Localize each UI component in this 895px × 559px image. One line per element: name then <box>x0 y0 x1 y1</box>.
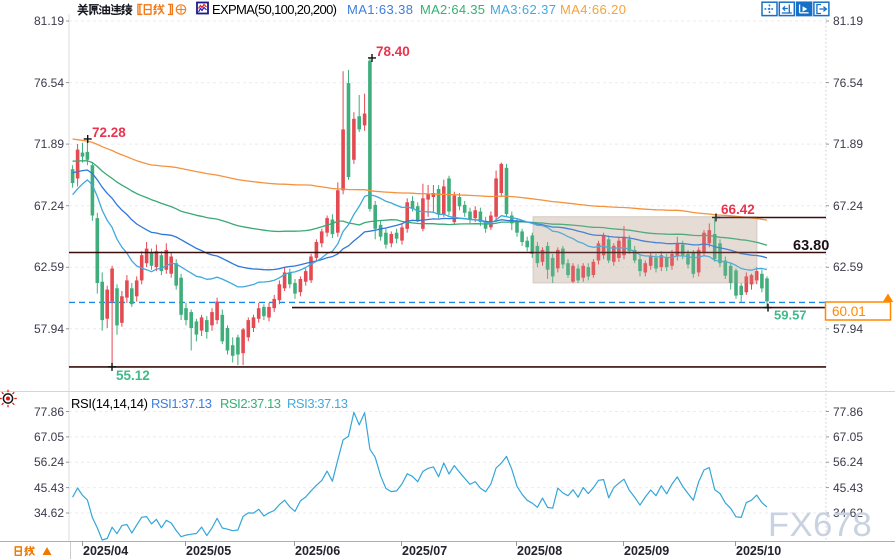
svg-text:56.24: 56.24 <box>34 455 64 469</box>
svg-text:RSI3:37.13: RSI3:37.13 <box>287 396 348 411</box>
svg-text:78.40: 78.40 <box>376 44 410 59</box>
svg-text:2025/08: 2025/08 <box>517 544 562 558</box>
svg-text:71.89: 71.89 <box>34 137 64 151</box>
svg-text:67.24: 67.24 <box>34 199 64 213</box>
svg-text:RSI(14,14,14): RSI(14,14,14) <box>71 396 148 411</box>
svg-text:2025/05: 2025/05 <box>186 544 231 558</box>
svg-text:2025/09: 2025/09 <box>624 544 669 558</box>
svg-text:62.59: 62.59 <box>833 260 863 274</box>
svg-text:72.28: 72.28 <box>92 125 126 140</box>
svg-text:77.86: 77.86 <box>34 405 64 419</box>
svg-text:60.01: 60.01 <box>832 304 866 319</box>
svg-text:FX678: FX678 <box>768 506 872 544</box>
svg-text:MA3:62.37: MA3:62.37 <box>490 2 556 17</box>
svg-text:77.86: 77.86 <box>833 405 863 419</box>
svg-text:MA2:64.35: MA2:64.35 <box>420 2 485 17</box>
svg-text:56.24: 56.24 <box>833 455 863 469</box>
svg-text:67.05: 67.05 <box>833 430 863 444</box>
svg-text:34.62: 34.62 <box>833 506 863 520</box>
svg-text:34.62: 34.62 <box>34 506 64 520</box>
svg-text:EXPMA(50,100,20,200): EXPMA(50,100,20,200) <box>212 2 337 17</box>
svg-text:2025/10: 2025/10 <box>736 544 781 558</box>
svg-text:81.19: 81.19 <box>34 14 64 28</box>
svg-text:66.42: 66.42 <box>721 202 755 217</box>
svg-text:63.80: 63.80 <box>793 238 829 254</box>
svg-text:76.54: 76.54 <box>833 76 863 90</box>
svg-text:2025/07: 2025/07 <box>402 544 447 558</box>
svg-text:RSI2:37.13: RSI2:37.13 <box>220 396 281 411</box>
svg-text:59.57: 59.57 <box>774 308 807 323</box>
svg-text:RSI1:37.13: RSI1:37.13 <box>151 396 212 411</box>
svg-text:2025/06: 2025/06 <box>295 544 340 558</box>
svg-text:57.94: 57.94 <box>34 322 64 336</box>
svg-text:MA4:66.20: MA4:66.20 <box>560 2 626 17</box>
svg-text:45.43: 45.43 <box>34 481 64 495</box>
svg-text:MA1:63.38: MA1:63.38 <box>347 2 413 17</box>
svg-text:67.05: 67.05 <box>34 430 64 444</box>
svg-text:81.19: 81.19 <box>833 14 863 28</box>
svg-text:67.24: 67.24 <box>833 199 863 213</box>
svg-text:71.89: 71.89 <box>833 137 863 151</box>
svg-text:55.12: 55.12 <box>116 368 150 383</box>
svg-text:45.43: 45.43 <box>833 481 863 495</box>
svg-text:62.59: 62.59 <box>34 260 64 274</box>
svg-text:76.54: 76.54 <box>34 76 64 90</box>
svg-text:2025/04: 2025/04 <box>83 544 128 558</box>
svg-text:57.94: 57.94 <box>833 322 863 336</box>
